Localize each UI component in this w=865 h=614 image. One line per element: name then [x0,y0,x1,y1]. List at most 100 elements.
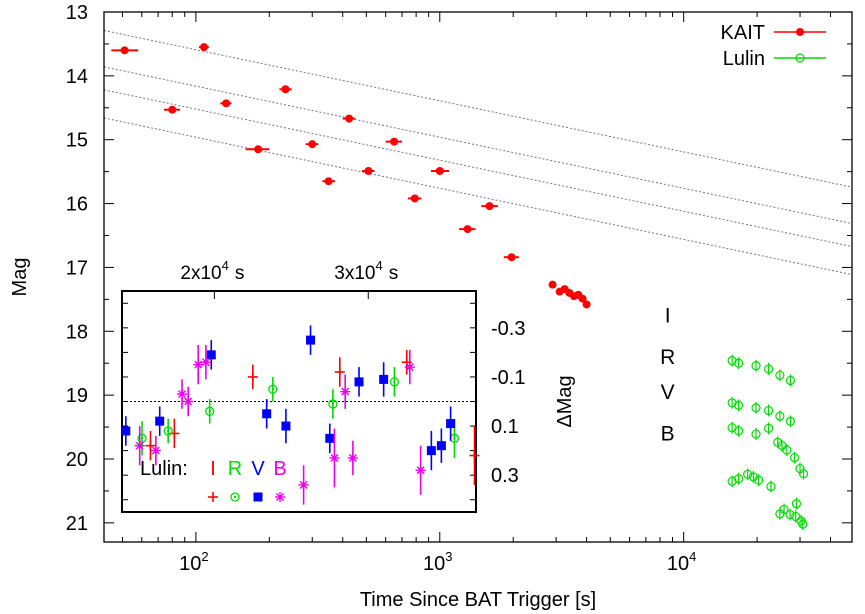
lulin-point [798,469,809,479]
inset-legend-band: B [273,458,286,480]
y-tick-label: 16 [66,194,88,216]
kait-point [281,85,290,94]
lulin-point [764,405,774,416]
lulin-point [734,358,744,368]
kait-point [390,137,399,146]
inset-legend-band: V [251,458,265,480]
inset-top-tick-base: 3x10 [334,263,375,284]
kait-point [578,294,587,303]
marker-square [325,433,335,443]
marker-center-dot [233,495,237,499]
marker-square [206,350,216,360]
marker-asterisk-d2 [184,397,193,406]
lulin-point [727,356,737,366]
lulin-point [727,476,737,486]
lulin-point [785,375,796,386]
lulin-point [734,426,744,436]
lulin-point [785,416,796,426]
x-axis: 102 103 104 [121,12,832,575]
marker-center-dot [331,402,335,406]
marker-center-dot [393,380,396,384]
x-axis-label: Time Since BAT Trigger [s] [360,589,596,611]
kait-point [435,167,444,175]
inset-top-tick-label: 3x104 s [334,258,398,284]
marker-asterisk-d2 [201,358,210,367]
marker-open-circle [328,399,338,409]
inset-y2-tick-label: -0.3 [491,318,525,340]
inset-top-tick-unit: s [235,263,245,284]
inset-series-v [121,325,456,471]
inset-y2-axis-label: ΔMag [554,375,576,427]
marker-square [354,377,364,387]
lulin-point [785,509,795,520]
marker-square [446,419,456,429]
band-label: V [661,381,675,404]
marker-square [253,492,263,502]
kait-point [548,280,557,289]
marker-square [379,374,389,384]
inset-series-b [134,345,426,505]
lulin-point [782,445,792,455]
series-kait [111,43,591,309]
y-tick-label: 14 [66,66,88,88]
kait-point [200,43,209,52]
marker-square [262,409,272,419]
lulin-point [791,499,802,509]
lulin-point [766,481,776,492]
band-label: B [661,422,675,445]
y-tick-label: 13 [66,2,88,24]
marker-open-circle [137,433,147,443]
lulin-point [734,400,744,410]
marker-square [306,335,316,345]
marker-open-circle [230,492,240,502]
y-tick-label: 21 [66,513,88,535]
y-axis: 13 14 15 16 17 18 19 20 21 [66,2,852,535]
marker-open-circle [389,377,400,387]
y-axis-label: Mag [9,258,31,297]
inset-y2-tick-label: 0.1 [491,416,519,438]
lulin-point [779,504,789,515]
kait-point [222,99,231,108]
main-plot: 102 103 104 Time Since BAT Trigger [s] 13 14 1… [9,2,853,611]
x-tick-label-base: 10 [667,553,689,575]
marker-square [436,441,446,451]
kait-point [507,253,516,262]
kait-point [410,194,419,203]
kait-point [254,145,263,154]
inset-legend-band: R [228,458,242,480]
legend-label-kait: KAIT [721,22,765,44]
lulin-point [727,398,737,408]
x-tick-label: 102 [179,549,208,575]
inset-legend-prefix: Lulin: [140,458,188,480]
inset-top-tick-label: 2x104 s [180,258,244,284]
marker-asterisk-d2 [416,466,425,475]
marker-asterisk-d2 [341,387,350,396]
y-tick-label: 19 [66,385,88,407]
legend-label-lulin: Lulin [723,48,765,70]
marker-asterisk-d2 [151,446,160,455]
lulin-point [743,469,753,479]
inset-top-tick-base: 2x10 [180,263,221,284]
kait-point [120,46,129,55]
lulin-point [751,429,761,439]
x-tick-label: 104 [667,549,696,575]
lulin-point [754,475,764,485]
inset-legend: Lulin: I R V B [140,458,287,502]
band-label: I [665,304,671,327]
inset-series-r [137,367,460,458]
kait-point [168,105,177,114]
marker-center-dot [271,388,275,391]
lulin-point [798,519,808,529]
lulin-point [764,423,774,433]
marker-asterisk-d2 [348,453,357,462]
y-tick-label: 15 [66,130,88,152]
x-tick-label-base: 10 [179,553,201,575]
legend-marker-lulin [795,53,805,63]
legend-marker-kait [796,28,804,36]
fit-lines [104,29,852,276]
lulin-point [790,453,800,463]
marker-square [426,446,436,456]
marker-asterisk-d2 [194,360,203,369]
lulin-point [791,511,801,522]
